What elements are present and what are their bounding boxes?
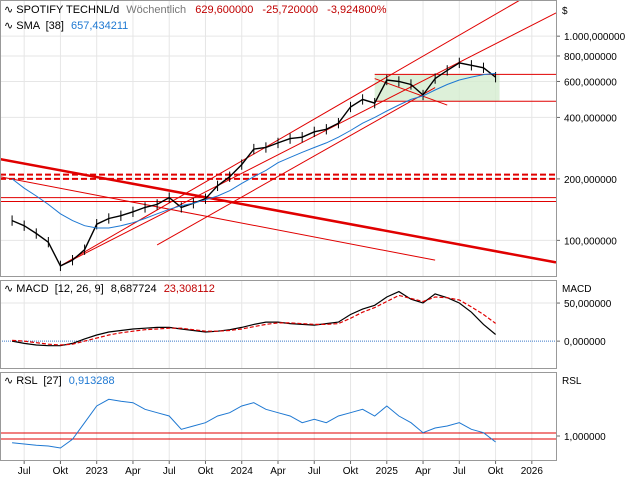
x-tick-label-6: 2024 [231, 466, 254, 477]
rsl-axis-title: RSL [562, 376, 582, 387]
header-symbol: SPOTIFY TECHNL/d [16, 4, 119, 16]
x-tick-label-5: Okt [198, 466, 214, 477]
rsl-panel-border [0, 372, 557, 461]
macd-line [11, 290, 496, 347]
price-panel-border [0, 0, 557, 277]
x-tick-label-12: Jul [453, 466, 466, 477]
macd-value1: 8,687724 [111, 283, 157, 295]
currency-label: $ [562, 6, 568, 17]
rsl-legend: ∿ RSL [27] 0,913288 [4, 375, 115, 387]
rsl-name: RSL [16, 375, 37, 387]
macd-icon: ∿ [4, 283, 13, 295]
macd-name: MACD [16, 283, 48, 295]
channel-lower [156, 87, 436, 246]
price-tick-label-4: 200,000000 [564, 175, 617, 186]
channel-mid [60, 12, 557, 267]
x-tick-label-14: 2026 [521, 466, 544, 477]
rsl-line [12, 398, 496, 449]
sma-param: [38] [46, 20, 64, 32]
sma-legend: ∿ SMA [38] 657,434211 [4, 20, 128, 32]
macd-tick-label-0: 50,000000 [564, 299, 612, 310]
header-interval: Wöchentlich [126, 4, 186, 16]
header-change: -25,720000 [262, 4, 318, 16]
sma-series-line [11, 72, 496, 229]
downtrend-line-main [0, 157, 557, 264]
price-tick-label-0: 1.000,000000 [564, 32, 626, 43]
x-tick-label-2: 2023 [86, 466, 109, 477]
header-legend: ∿ SPOTIFY TECHNL/d Wöchentlich 629,60000… [4, 4, 387, 16]
macd-panel-border [0, 280, 557, 369]
price-tick-label-5: 100,000000 [564, 236, 617, 247]
x-tick-label-4: Jul [163, 466, 176, 477]
macd-param: [12, 26, 9] [55, 283, 104, 295]
trend-layer [0, 0, 557, 267]
price-tick-label-2: 600,000000 [564, 77, 617, 88]
rsl-icon: ∿ [4, 375, 13, 387]
x-tick-label-10: 2025 [376, 466, 399, 477]
header-last: 629,600000 [195, 4, 253, 16]
macd-legend: ∿ MACD [12, 26, 9] 8,687724 23,308112 [4, 283, 215, 295]
x-tick-label-7: Apr [270, 466, 286, 477]
x-tick-label-0: Jul [18, 466, 31, 477]
macd-signal-line [12, 294, 496, 346]
axis-layer: Jul Okt 2023 Apr Jul Okt 2024 Apr Jul Okt 2025 Apr J… [18, 32, 626, 477]
downtrend-line-secondary [0, 176, 436, 261]
x-tick-label-8: Jul [308, 466, 321, 477]
header-change-pct: -3,924800% [327, 4, 387, 16]
sma-value: 657,434211 [71, 20, 128, 32]
sma-name: SMA [16, 20, 41, 32]
rsl-value: 0,913288 [69, 375, 115, 387]
x-tick-label-11: Apr [415, 466, 431, 477]
macd-layer [11, 290, 496, 347]
macd-axis-title: MACD [562, 284, 591, 295]
x-tick-label-9: Okt [343, 466, 359, 477]
series-layer [11, 57, 497, 272]
x-tick-label-13: Okt [488, 466, 504, 477]
zone-layer [374, 73, 556, 102]
channel-upper [60, 0, 522, 267]
macd-value2: 23,308112 [164, 283, 215, 295]
rsl-layer [12, 398, 496, 449]
sma-icon: ∿ [4, 20, 13, 32]
rsl-param: [27] [43, 375, 61, 387]
rsl-tick-label-0: 1,000000 [564, 432, 606, 443]
x-tick-label-1: Okt [53, 466, 69, 477]
consolidation-zone [374, 74, 500, 102]
header-icon: ∿ [4, 4, 13, 16]
price-tick-label-1: 800,000000 [564, 52, 617, 63]
x-tick-label-3: Apr [125, 466, 141, 477]
price-tick-label-3: 400,000000 [564, 113, 617, 124]
macd-tick-label-1: 0,000000 [564, 337, 606, 348]
